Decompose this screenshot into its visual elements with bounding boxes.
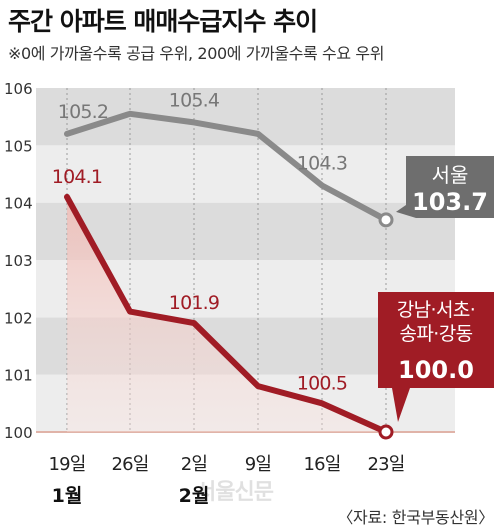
x-tick-label: 19일 bbox=[48, 454, 85, 475]
seoul-callout-box bbox=[396, 156, 494, 218]
y-tick-label: 102 bbox=[4, 309, 33, 327]
series-points bbox=[378, 212, 394, 440]
chart-title: 주간 아파트 매매수급지수 추이 bbox=[8, 7, 318, 36]
chart-subtitle: ※0에 가까울수록 공급 우위, 200에 가까울수록 수요 우위 bbox=[8, 44, 385, 63]
y-tick-label: 105 bbox=[4, 137, 33, 155]
gangnam-callout-value: 100.0 bbox=[398, 356, 474, 384]
y-tick-label: 104 bbox=[4, 195, 33, 213]
seoul-value-label: 105.2 bbox=[58, 101, 108, 123]
seoul-end-point bbox=[378, 212, 394, 228]
band-103 bbox=[36, 202, 455, 260]
gangnam-line bbox=[64, 193, 389, 435]
x-tick-label: 2일 bbox=[181, 454, 207, 475]
seoul-value-label: 105.4 bbox=[169, 89, 220, 111]
gangnam-callout-name-line: 송파·강동 bbox=[400, 323, 473, 345]
y-tick-label: 103 bbox=[4, 252, 33, 270]
x-month-label: 1월 bbox=[52, 485, 83, 507]
seoul-value-label: 104.3 bbox=[297, 152, 347, 174]
gangnam-value-label: 104.1 bbox=[52, 166, 102, 188]
y-tick-label: 106 bbox=[4, 80, 33, 98]
y-tick-label: 100 bbox=[4, 424, 33, 442]
gangnam-end-point bbox=[378, 424, 394, 440]
x-tick-label: 9일 bbox=[245, 454, 271, 475]
x-month-label: 2월 bbox=[179, 485, 210, 507]
data-labels: 105.2 105.4 104.3 104.1 101.9 100.5 bbox=[52, 89, 348, 394]
gangnam-callout-name-line: 강남·서초· bbox=[397, 299, 475, 321]
gangnam-value-label: 101.9 bbox=[169, 292, 219, 314]
source-note: 〈자료: 한국부동산원〉 bbox=[337, 508, 494, 527]
x-tick-label: 23일 bbox=[367, 454, 404, 475]
y-tick-label: 101 bbox=[4, 367, 33, 385]
series-lines bbox=[64, 110, 389, 435]
band-104 bbox=[36, 145, 455, 203]
seoul-line bbox=[64, 110, 389, 223]
gangnam-callout-box bbox=[378, 292, 494, 422]
gangnam-value-label: 100.5 bbox=[297, 372, 347, 394]
gangnam-area bbox=[67, 196, 386, 432]
x-tick-label: 16일 bbox=[303, 454, 340, 475]
seoul-callout-name: 서울 bbox=[432, 163, 469, 187]
x-axis-labels: 19일 26일 2일 9일 16일 23일 1월 2월 bbox=[48, 454, 405, 507]
gangnam-area-fill bbox=[67, 196, 386, 432]
band-105 bbox=[36, 88, 455, 146]
x-tick-label: 26일 bbox=[111, 454, 148, 475]
y-axis-ticks: 100 101 102 103 104 105 106 bbox=[4, 80, 33, 442]
seoul-callout-value: 103.7 bbox=[412, 188, 488, 216]
